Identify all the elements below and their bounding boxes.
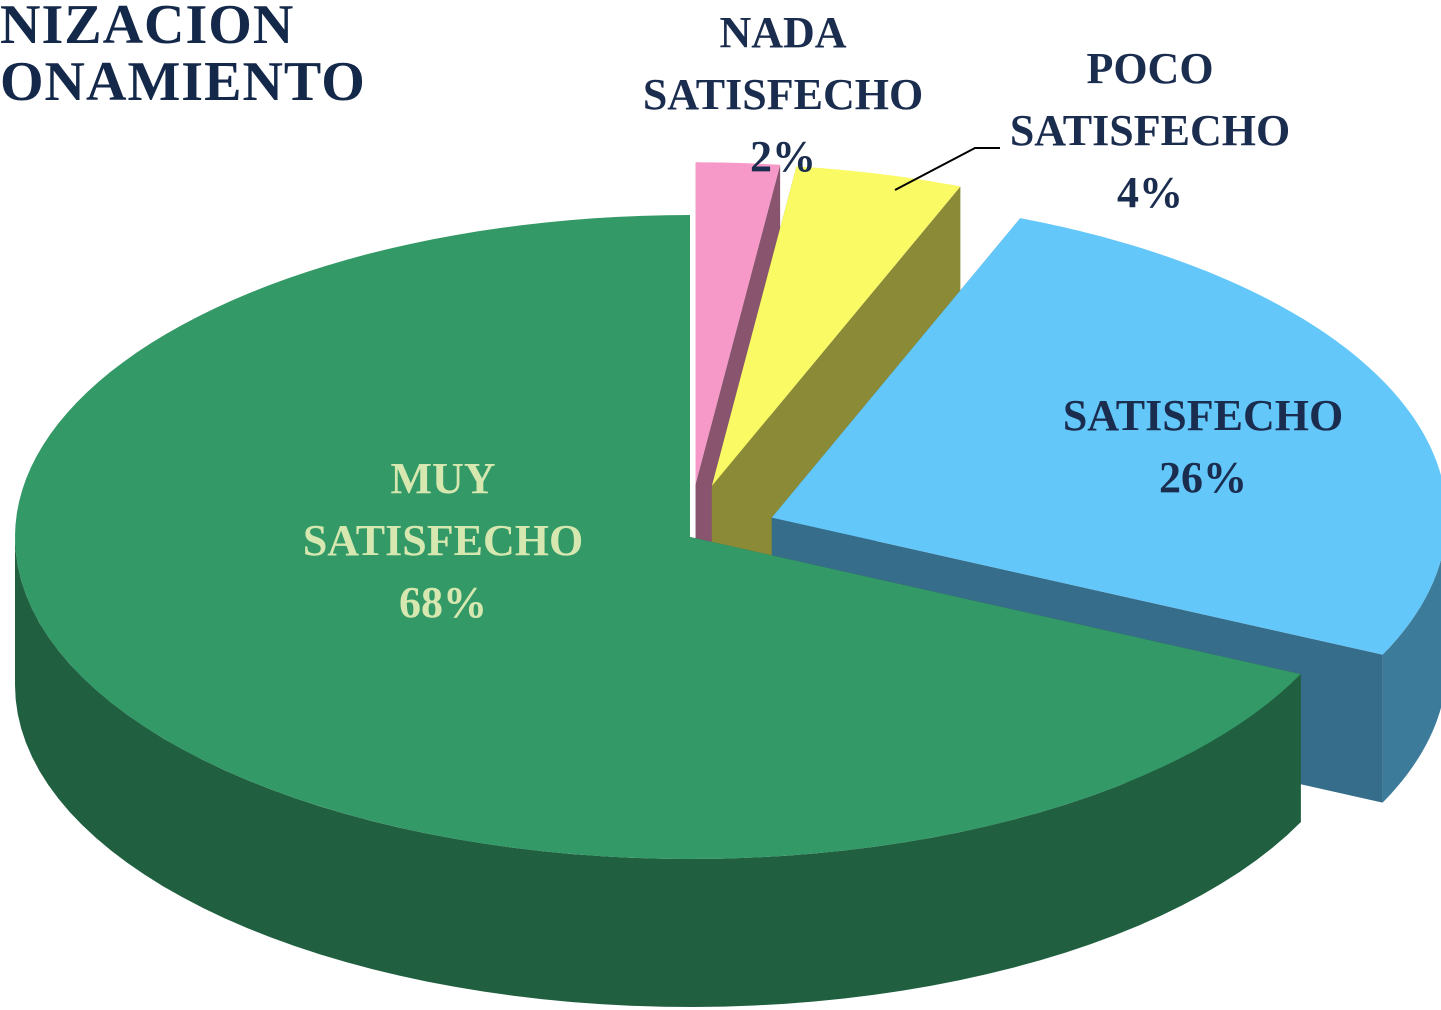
category-label: POCO SATISFECHO (1009, 44, 1291, 155)
slice-label: POCO SATISFECHO 4% (990, 38, 1310, 224)
category-label: SATISFECHO (1062, 391, 1344, 440)
title-line: NIZACION (0, 0, 295, 56)
category-label: NADA SATISFECHO (642, 8, 924, 119)
value-label: 26% (1159, 453, 1247, 502)
slice-rim (15, 537, 1301, 1007)
slice (15, 215, 1301, 859)
slice-rim (1382, 559, 1441, 803)
slice-label: SATISFECHO 26% (1033, 385, 1373, 509)
value-label: 68% (399, 578, 487, 627)
leader-line (894, 147, 1000, 191)
value-label: 2% (750, 132, 816, 181)
title-line: ONAMIENTO (0, 51, 366, 113)
slice (711, 166, 961, 486)
slice-label: MUY SATISFECHO 68% (273, 448, 613, 634)
slice-label: NADA SATISFECHO 2% (633, 2, 933, 188)
slice (695, 162, 781, 485)
value-label: 4% (1117, 168, 1183, 217)
tops (15, 162, 1441, 859)
slice (771, 218, 1441, 655)
category-label: MUY SATISFECHO (302, 454, 584, 565)
